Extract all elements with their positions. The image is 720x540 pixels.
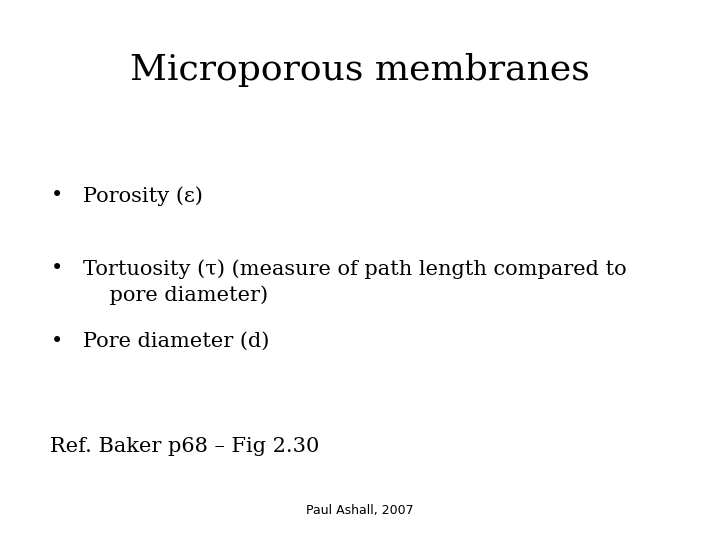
Text: •: • [50, 186, 63, 205]
Text: Porosity (ε): Porosity (ε) [83, 186, 202, 206]
Text: •: • [50, 259, 63, 278]
Text: Paul Ashall, 2007: Paul Ashall, 2007 [306, 504, 414, 517]
Text: Ref. Baker p68 – Fig 2.30: Ref. Baker p68 – Fig 2.30 [50, 437, 320, 456]
Text: Tortuosity (τ) (measure of path length compared to
    pore diameter): Tortuosity (τ) (measure of path length c… [83, 259, 626, 305]
Text: •: • [50, 332, 63, 351]
Text: Pore diameter (d): Pore diameter (d) [83, 332, 269, 351]
Text: Microporous membranes: Microporous membranes [130, 53, 590, 87]
